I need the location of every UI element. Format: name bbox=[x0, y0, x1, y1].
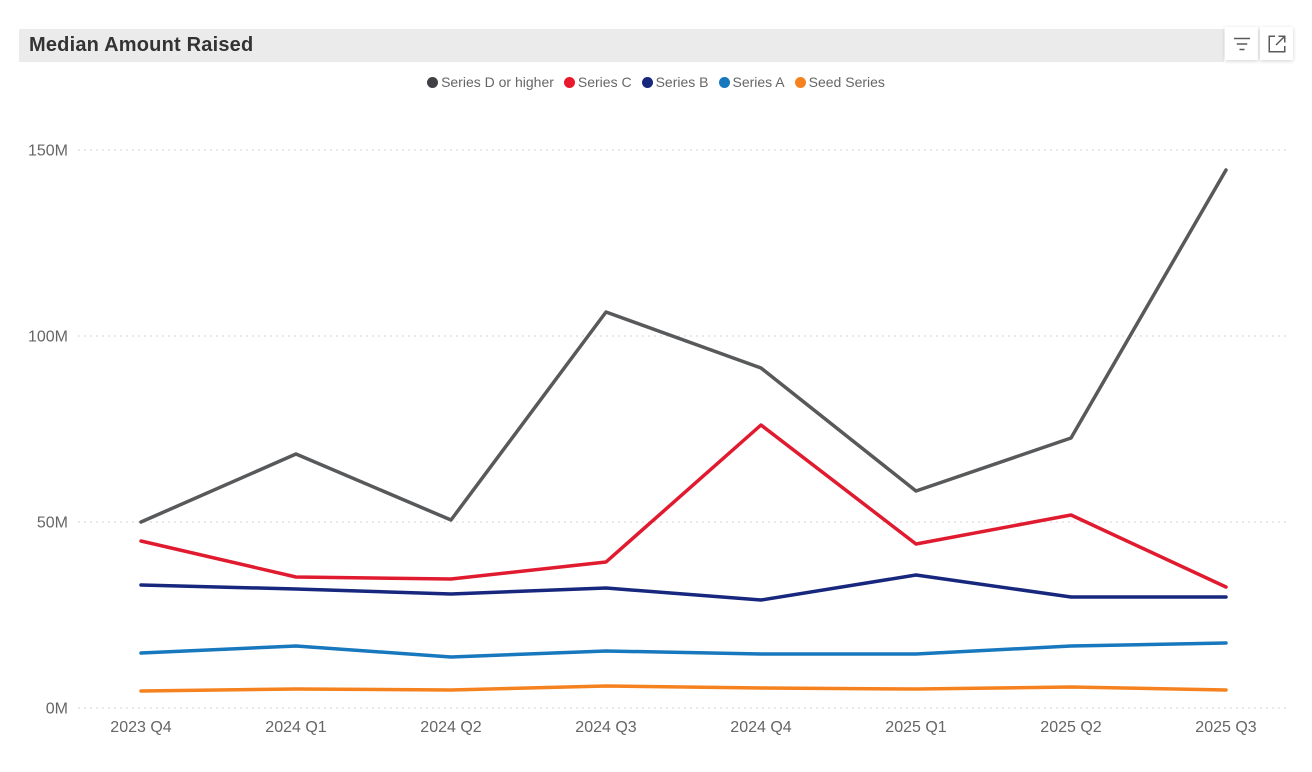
svg-text:2025 Q1: 2025 Q1 bbox=[885, 719, 946, 736]
svg-text:100M: 100M bbox=[28, 329, 68, 346]
svg-text:2024 Q4: 2024 Q4 bbox=[730, 719, 791, 736]
svg-text:0M: 0M bbox=[46, 701, 68, 718]
svg-text:2024 Q1: 2024 Q1 bbox=[265, 719, 326, 736]
svg-text:2025 Q2: 2025 Q2 bbox=[1040, 719, 1101, 736]
svg-text:2024 Q2: 2024 Q2 bbox=[420, 719, 481, 736]
svg-text:2025 Q3: 2025 Q3 bbox=[1195, 719, 1256, 736]
svg-text:50M: 50M bbox=[37, 515, 68, 532]
svg-text:2024 Q3: 2024 Q3 bbox=[575, 719, 636, 736]
svg-text:150M: 150M bbox=[28, 143, 68, 160]
svg-text:2023 Q4: 2023 Q4 bbox=[110, 719, 171, 736]
